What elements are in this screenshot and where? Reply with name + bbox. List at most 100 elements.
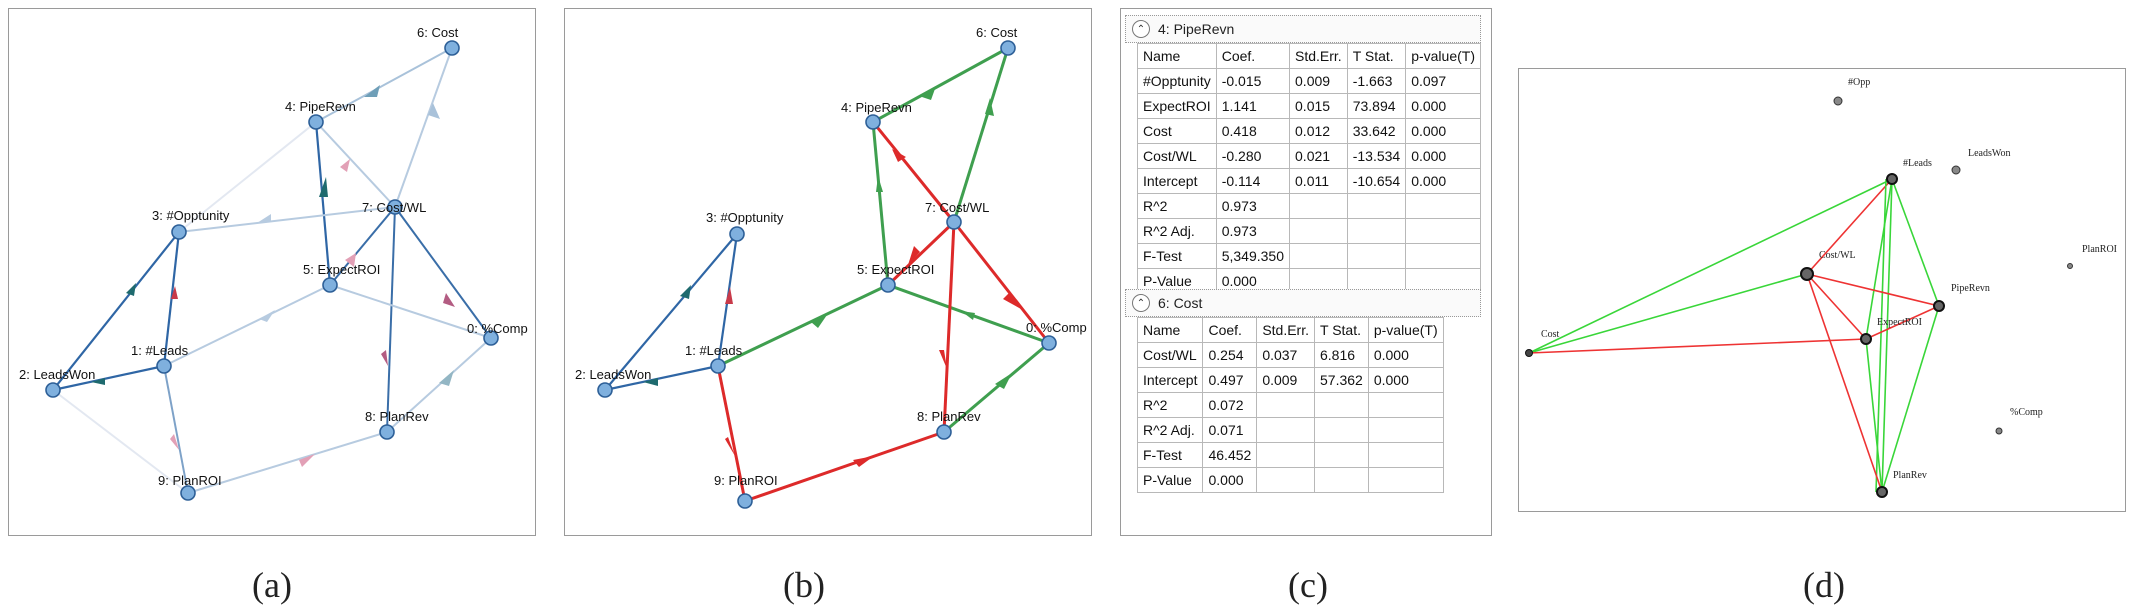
node-cost[interactable] bbox=[444, 40, 460, 56]
arrow-head bbox=[259, 310, 275, 322]
edge-costwl-planrev bbox=[386, 206, 396, 433]
label-comp: 0: %Comp bbox=[467, 321, 528, 336]
node-costwl[interactable] bbox=[387, 199, 403, 215]
point-leads[interactable] bbox=[1886, 173, 1898, 185]
arrow-head bbox=[340, 159, 350, 172]
node-leadswon[interactable] bbox=[597, 382, 613, 398]
table-cell: Cost/WL bbox=[1137, 143, 1217, 169]
point-opp[interactable] bbox=[1833, 96, 1843, 106]
table-cell: R^2 Adj. bbox=[1136, 417, 1204, 443]
arrow-head bbox=[643, 378, 658, 386]
table-cost-title: 6: Cost bbox=[1158, 295, 1203, 311]
projection-panel-d: #Opp #Leads LeadsWon PlanROI Cost/WL Pip… bbox=[1518, 68, 2126, 512]
table-cell bbox=[1314, 442, 1369, 468]
table-cell: F-Test bbox=[1137, 243, 1217, 269]
column-header[interactable]: Coef. bbox=[1215, 43, 1291, 69]
label-planroi: 9: PlanROI bbox=[158, 473, 222, 488]
node-leads[interactable] bbox=[710, 358, 726, 374]
arrow-head bbox=[908, 246, 920, 265]
column-header[interactable]: Coef. bbox=[1202, 317, 1258, 343]
table-cell: -10.654 bbox=[1346, 168, 1407, 194]
table-cell bbox=[1289, 243, 1348, 269]
line-costwl-planrev bbox=[1806, 273, 1883, 493]
causal-graph-b: 6: Cost 4: PipeRevn 3: #Opptunity 7: Cos… bbox=[575, 25, 1087, 509]
node-opptunity[interactable] bbox=[729, 226, 745, 242]
node-piperevn[interactable] bbox=[308, 114, 324, 130]
table-cell: Intercept bbox=[1137, 168, 1217, 194]
line-leads-planrev-2 bbox=[1875, 178, 1887, 493]
collapse-icon[interactable]: ⌃ bbox=[1132, 294, 1150, 312]
node-comp[interactable] bbox=[1041, 335, 1057, 351]
column-header[interactable]: p-value(T) bbox=[1405, 43, 1481, 69]
column-header[interactable]: Name bbox=[1136, 317, 1204, 343]
column-header[interactable]: Name bbox=[1137, 43, 1217, 69]
column-header[interactable]: p-value(T) bbox=[1367, 317, 1444, 343]
label-expectroi: 5: ExpectROI bbox=[303, 262, 380, 277]
node-planrev[interactable] bbox=[379, 424, 395, 440]
column-header[interactable]: T Stat. bbox=[1314, 317, 1369, 343]
table-cell: -0.015 bbox=[1215, 68, 1291, 94]
table-cell: 0.011 bbox=[1289, 168, 1348, 194]
arrow-head bbox=[939, 350, 947, 369]
table-row: R^2 0.973 bbox=[1137, 193, 1481, 219]
node-comp[interactable] bbox=[483, 330, 499, 346]
table-cell bbox=[1405, 218, 1481, 244]
column-header[interactable]: Std.Err. bbox=[1289, 43, 1348, 69]
label-planroi: 9: PlanROI bbox=[714, 473, 778, 488]
edge-costwl-planrev bbox=[942, 221, 956, 433]
table-cell bbox=[1367, 442, 1444, 468]
node-leadswon[interactable] bbox=[45, 382, 61, 398]
table-cell bbox=[1405, 243, 1481, 269]
table-cell: 0.000 bbox=[1367, 367, 1444, 393]
node-planroi[interactable] bbox=[737, 493, 753, 509]
point-costwl[interactable] bbox=[1800, 267, 1814, 281]
label-costwl: 7: Cost/WL bbox=[362, 200, 426, 215]
point-cost[interactable] bbox=[1525, 349, 1533, 357]
edge-leads-leadswon bbox=[52, 364, 165, 392]
arrow-head bbox=[91, 378, 105, 385]
table-cell bbox=[1346, 218, 1407, 244]
table-row: Cost/WL -0.280 0.021 -13.534 0.000 bbox=[1137, 143, 1481, 169]
node-opptunity[interactable] bbox=[171, 224, 187, 240]
table-cell: Intercept bbox=[1136, 367, 1204, 393]
table-cell: 0.973 bbox=[1215, 193, 1291, 219]
table-cell: -0.114 bbox=[1215, 168, 1291, 194]
label-costwl: Cost/WL bbox=[1819, 250, 1856, 261]
collapse-icon[interactable]: ⌃ bbox=[1132, 20, 1150, 38]
node-cost[interactable] bbox=[1000, 40, 1016, 56]
point-expectroi[interactable] bbox=[1860, 333, 1872, 345]
label-leadswon: 2: LeadsWon bbox=[19, 367, 95, 382]
table-cell: 0.000 bbox=[1405, 118, 1481, 144]
line-expect-cost bbox=[1528, 338, 1867, 354]
node-planroi[interactable] bbox=[180, 485, 196, 501]
table-cell: 0.071 bbox=[1202, 417, 1258, 443]
table-cell bbox=[1314, 417, 1369, 443]
edge-cost-pipe bbox=[315, 47, 453, 123]
label-planrev: PlanRev bbox=[1893, 470, 1927, 481]
caption-b: (b) bbox=[783, 565, 825, 605]
point-leadswon[interactable] bbox=[1951, 165, 1961, 175]
table-row: R^2 0.072 bbox=[1136, 392, 1444, 418]
node-costwl[interactable] bbox=[946, 214, 962, 230]
label-planrev: 8: PlanRev bbox=[365, 409, 429, 424]
table-cost-grid: Name Coef. Std.Err. T Stat. p-value(T) Cost/W… bbox=[1136, 317, 1444, 493]
point-planroi[interactable] bbox=[2067, 263, 2073, 269]
table-cell bbox=[1346, 193, 1407, 219]
point-comp[interactable] bbox=[1995, 427, 2003, 435]
node-expectroi[interactable] bbox=[880, 277, 896, 293]
point-piperevn[interactable] bbox=[1933, 300, 1945, 312]
table-row: F-Test 46.452 bbox=[1136, 442, 1444, 468]
node-planrev[interactable] bbox=[936, 424, 952, 440]
edge-leadswon-planroi bbox=[52, 389, 189, 494]
node-piperevn[interactable] bbox=[865, 114, 881, 130]
table-piperevn-header[interactable]: ⌃ 4: PipeRevn bbox=[1125, 15, 1481, 43]
table-cell: 0.000 bbox=[1367, 342, 1444, 368]
column-header[interactable]: Std.Err. bbox=[1256, 317, 1315, 343]
column-header[interactable]: T Stat. bbox=[1346, 43, 1407, 69]
point-planrev[interactable] bbox=[1876, 486, 1888, 498]
node-leads[interactable] bbox=[156, 358, 172, 374]
table-cost-header[interactable]: ⌃ 6: Cost bbox=[1125, 289, 1481, 317]
node-expectroi[interactable] bbox=[322, 277, 338, 293]
line-costwl-pipe bbox=[1806, 273, 1940, 307]
arrow-head bbox=[443, 293, 455, 307]
